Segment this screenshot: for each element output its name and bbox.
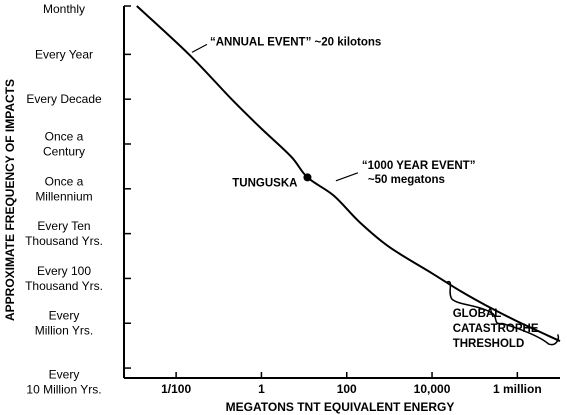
x-tick-label: 1 <box>258 382 265 396</box>
y-tick-label-line: Once a <box>45 174 84 188</box>
y-tick-label-line: Thousand Yrs. <box>25 279 103 293</box>
y-tick-label-line: Monthly <box>43 2 85 16</box>
global-catastrophe-threshold-outline <box>446 280 559 346</box>
x-tick-label: 1 million <box>493 382 542 396</box>
thousand-year-event-label-line: “1000 YEAR EVENT” <box>362 160 476 172</box>
annotations-layer: “ANNUAL EVENT” ~20 kilotons “1000 YEAR EV… <box>191 36 539 350</box>
tunguska-label: TUNGUSKA <box>232 177 297 189</box>
thousand-year-event-label: “1000 YEAR EVENT” ~50 megatons <box>362 160 476 186</box>
y-tick-label: Every 10 Million Yrs. <box>26 368 101 397</box>
y-tick-label-line: Every Ten <box>37 219 90 233</box>
global-catastrophe-label: GLOBAL CATASTROPHE THRESHOLD <box>453 308 539 350</box>
y-tick-label: Once a Century <box>43 129 85 158</box>
series-layer <box>136 5 561 343</box>
x-tick-label: 1/100 <box>161 382 191 396</box>
y-tick-label-line: Century <box>43 144 85 158</box>
tunguska-point <box>303 173 312 182</box>
y-tick-label: Every Year <box>35 47 93 61</box>
global-catastrophe-label-line: THRESHOLD <box>453 338 525 350</box>
thousand-year-event-leader <box>335 172 359 182</box>
global-catastrophe-label-line: GLOBAL <box>453 308 502 320</box>
annual-event-leader <box>191 43 208 53</box>
y-axis-title: APPROXIMATE FREQUENCY OF IMPACTS <box>3 79 17 321</box>
y-tick-label-line: Every 100 <box>37 264 91 278</box>
axes <box>123 6 560 379</box>
y-tick-label-line: Every <box>49 309 80 323</box>
y-tick-label: Every Decade <box>26 92 102 106</box>
y-tick-label-line: 10 Million Yrs. <box>26 383 101 397</box>
y-tick-label-line: Million Yrs. <box>35 324 93 338</box>
thousand-year-event-label-line: ~50 megatons <box>368 174 445 186</box>
x-ticks: 1/100 1 100 10,000 1 million <box>161 372 542 396</box>
threshold-region-layer <box>446 280 559 346</box>
impact-frequency-curve <box>136 5 561 343</box>
y-tick-label-line: Once a <box>45 129 84 143</box>
y-tick-label: Every Million Yrs. <box>35 309 93 338</box>
x-tick-label: 10,000 <box>414 382 451 396</box>
y-tick-label-line: Every Decade <box>26 92 102 106</box>
y-tick-label-line: Thousand Yrs. <box>25 234 103 248</box>
x-tick-label: 100 <box>337 382 357 396</box>
y-tick-label-line: Every <box>49 368 80 382</box>
x-axis-title: MEGATONS TNT EQUIVALENT ENERGY <box>226 400 455 414</box>
points-layer: TUNGUSKA <box>232 173 312 189</box>
y-tick-label-line: Millennium <box>35 189 92 203</box>
annual-event-label: “ANNUAL EVENT” ~20 kilotons <box>210 36 381 48</box>
global-catastrophe-label-line: CATASTROPHE <box>453 323 539 335</box>
y-tick-label: Every 100 Thousand Yrs. <box>25 264 103 293</box>
y-tick-label: Once a Millennium <box>35 174 92 203</box>
y-tick-label: Every Ten Thousand Yrs. <box>25 219 103 248</box>
y-tick-label-line: Every Year <box>35 47 93 61</box>
y-tick-label: Monthly <box>43 2 85 16</box>
